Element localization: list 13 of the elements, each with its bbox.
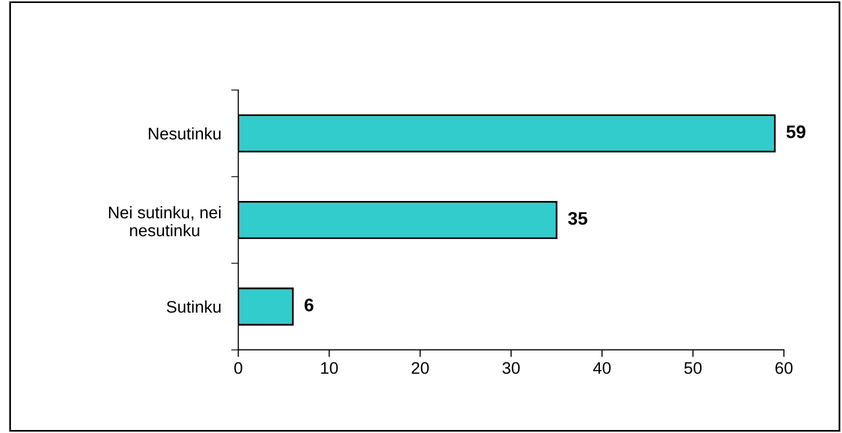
data-label: 35 [568,212,588,225]
x-tick-label: 60 [775,362,793,374]
data-label: 6 [304,298,314,312]
y-tick-label: Sutinku [166,300,221,313]
x-tick-label: 40 [593,362,611,374]
y-tick-label: Nesutinku [148,127,221,140]
x-tick-label: 30 [502,362,520,374]
y-tick-label: Nei sutinku, nei nesutinku [109,206,221,236]
x-tick-label: 0 [234,362,242,374]
x-tick-label: 50 [684,362,702,374]
data-label: 59 [786,125,806,138]
x-tick-label: 20 [412,362,429,374]
x-tick-label: 10 [321,362,338,374]
